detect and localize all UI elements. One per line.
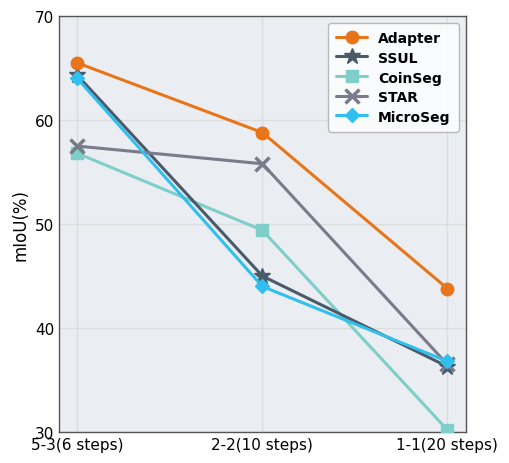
Adapter (443, 286, 449, 292)
Y-axis label: mIoU(%): mIoU(%) (11, 188, 29, 261)
SSUL (74, 74, 80, 79)
SSUL (443, 364, 449, 369)
CoinSeg (74, 151, 80, 157)
STAR (259, 162, 265, 167)
STAR (443, 362, 449, 368)
MicroSeg (259, 284, 265, 290)
Line: STAR: STAR (70, 140, 454, 372)
Adapter (259, 131, 265, 136)
Line: SSUL: SSUL (69, 68, 455, 375)
Legend: Adapter, SSUL, CoinSeg, STAR, MicroSeg: Adapter, SSUL, CoinSeg, STAR, MicroSeg (327, 24, 458, 133)
Line: Adapter: Adapter (71, 57, 453, 295)
MicroSeg (74, 76, 80, 82)
SSUL (259, 274, 265, 279)
CoinSeg (259, 228, 265, 234)
Adapter (74, 61, 80, 67)
Line: CoinSeg: CoinSeg (72, 149, 452, 436)
Line: MicroSeg: MicroSeg (72, 75, 451, 366)
MicroSeg (443, 359, 449, 364)
CoinSeg (443, 427, 449, 433)
STAR (74, 144, 80, 150)
